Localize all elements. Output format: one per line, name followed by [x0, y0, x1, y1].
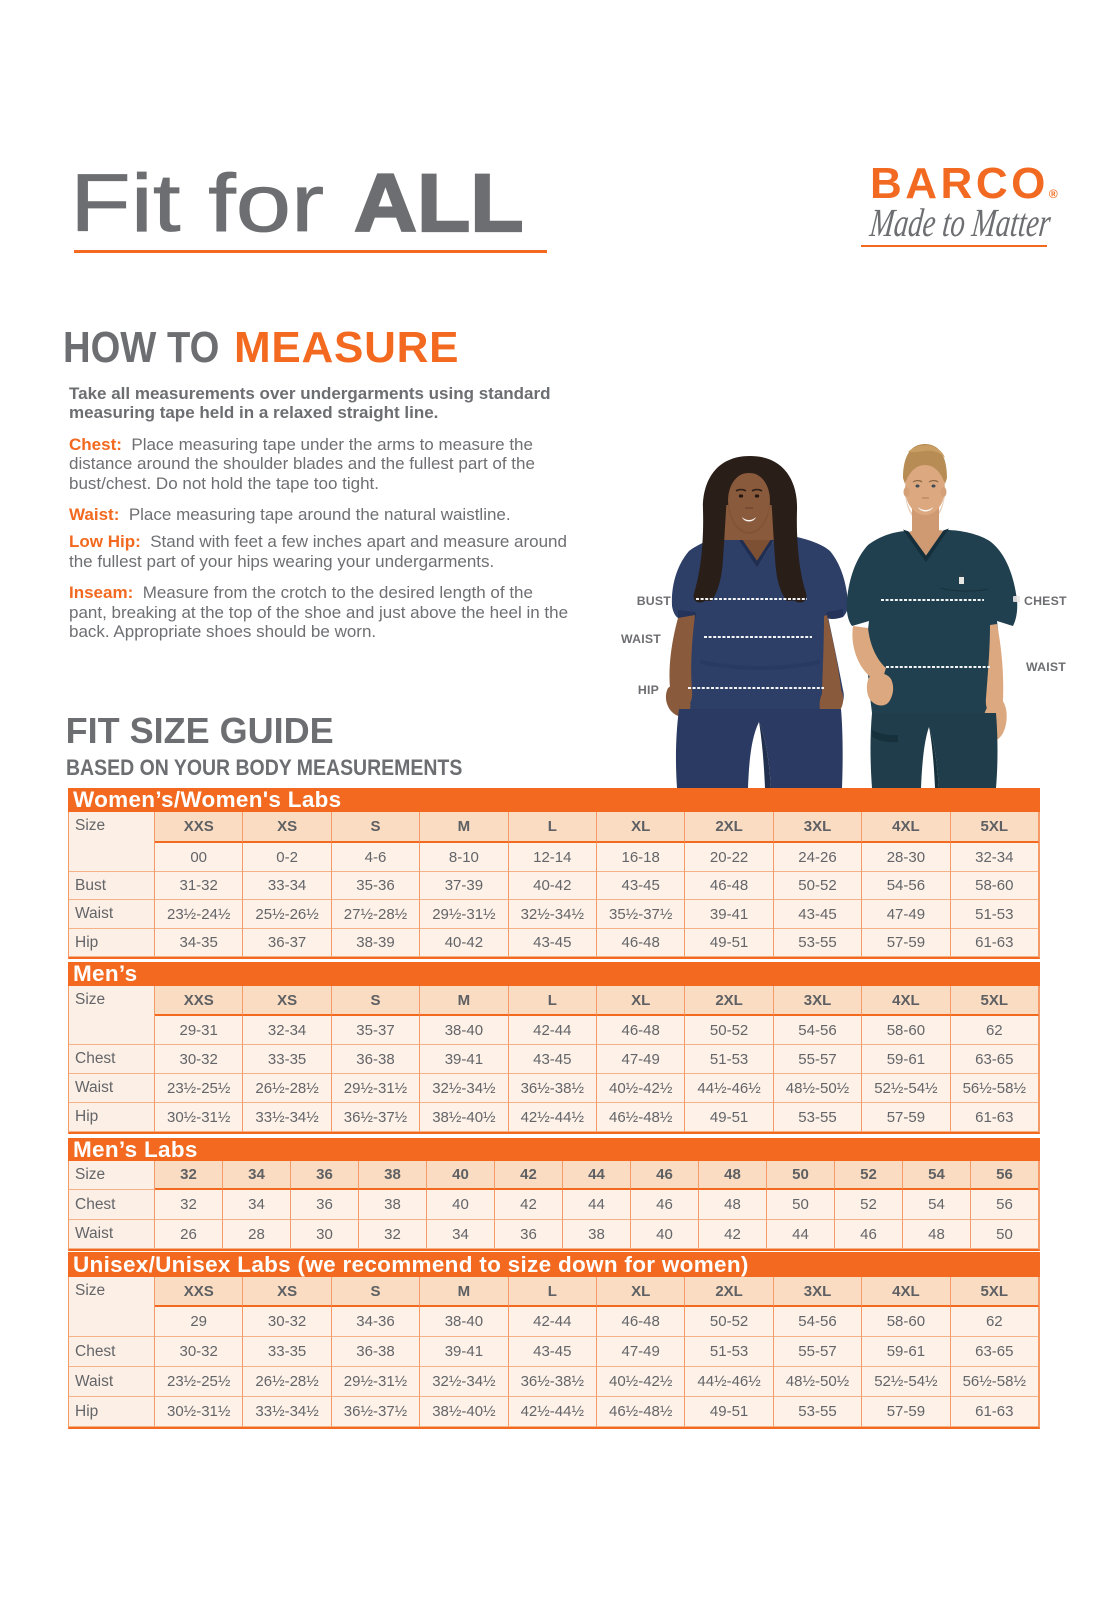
svg-text:BUST: BUST [637, 594, 672, 608]
svg-text:HIP: HIP [638, 683, 659, 697]
svg-text:WAIST: WAIST [1026, 660, 1066, 674]
svg-text:WAIST: WAIST [621, 632, 661, 646]
svg-text:Made to Matter: Made to Matter [867, 200, 1053, 245]
svg-text:CHEST: CHEST [1024, 594, 1067, 608]
